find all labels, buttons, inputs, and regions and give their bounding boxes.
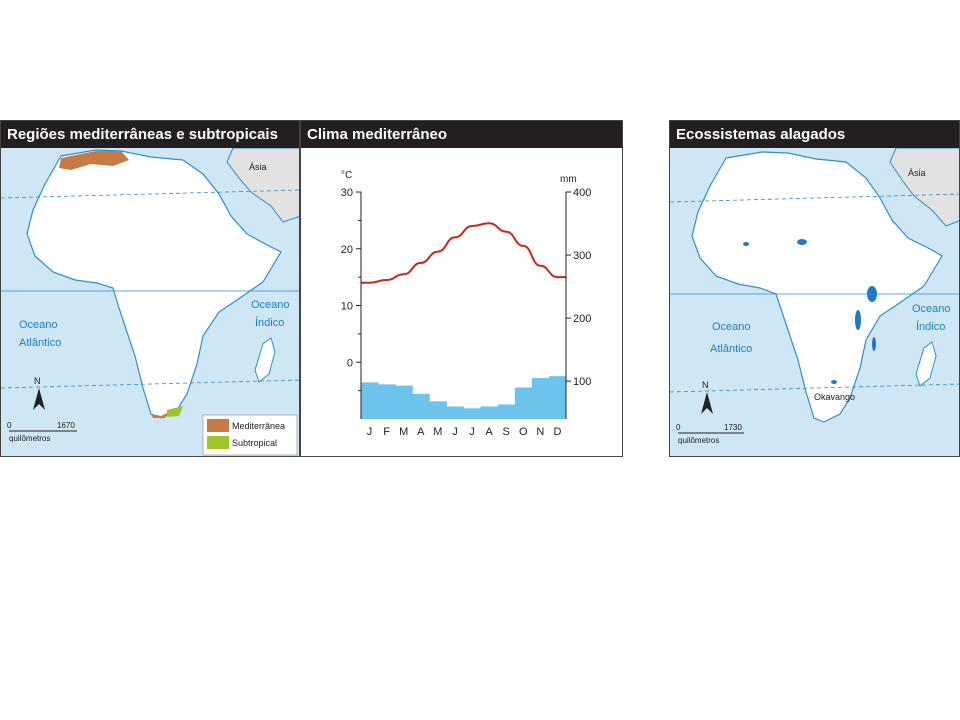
ocean-atlantico-label-line1: Oceano bbox=[712, 321, 751, 333]
month-label: S bbox=[503, 426, 510, 438]
precipitation-bar bbox=[548, 376, 567, 419]
right-axis-unit: mm bbox=[560, 174, 577, 185]
mediterranean-zone-north bbox=[59, 151, 129, 170]
wetland-niger-delta bbox=[743, 242, 749, 246]
tropic-of-cancer-line bbox=[1, 189, 299, 199]
precipitation-bar bbox=[446, 406, 464, 419]
precipitation-bar bbox=[514, 387, 533, 419]
month-label: J bbox=[367, 426, 373, 438]
panel-title: Clima mediterrâneo bbox=[301, 121, 622, 148]
month-label: A bbox=[485, 426, 493, 438]
okavango-label: Okavango bbox=[814, 392, 855, 402]
left-axis-tick-label: 30 bbox=[341, 187, 353, 199]
north-arrow-icon bbox=[33, 388, 45, 410]
month-label: M bbox=[433, 426, 442, 438]
precipitation-bar bbox=[429, 401, 447, 419]
month-label: O bbox=[519, 426, 528, 438]
left-axis-unit: °C bbox=[341, 170, 352, 181]
ocean-atlantico-label-line2: Atlântico bbox=[710, 343, 752, 355]
asia-label: Ásia bbox=[908, 168, 926, 178]
asia-label: Ásia bbox=[249, 162, 267, 172]
legend-label-mediterranea: Mediterrânea bbox=[232, 421, 285, 431]
month-label: A bbox=[417, 426, 425, 438]
precipitation-bar bbox=[361, 382, 379, 419]
legend-swatch-mediterranea bbox=[207, 419, 229, 432]
scale-max: 1670 bbox=[57, 421, 75, 430]
scale-unit: quilômetros bbox=[9, 434, 50, 443]
legend-swatch-subtropical bbox=[207, 436, 229, 449]
precipitation-bar bbox=[378, 384, 396, 419]
africa-landmass bbox=[691, 151, 943, 423]
left-axis-tick-label: 0 bbox=[347, 357, 353, 369]
right-axis-ticks: 100 200 300 400 bbox=[566, 187, 591, 388]
north-label: N bbox=[702, 380, 709, 390]
month-label: N bbox=[536, 426, 544, 438]
ocean-indico-label-line1: Oceano bbox=[251, 299, 290, 311]
ocean-atlantico-label-line1: Oceano bbox=[19, 319, 58, 331]
month-label: J bbox=[469, 426, 475, 438]
asia-landmass bbox=[889, 148, 959, 227]
ocean-indico-label-line2: Índico bbox=[255, 316, 284, 329]
wetland-lake-malawi bbox=[872, 337, 876, 351]
ocean-indico-label-line1: Oceano bbox=[912, 303, 951, 315]
ocean-indico-label-line2: Índico bbox=[916, 320, 945, 333]
north-arrow-icon bbox=[701, 392, 713, 414]
precipitation-bar bbox=[395, 385, 413, 419]
map-panel-wetlands: Ecossistemas alagados Ásia Oceano Índico… bbox=[669, 120, 960, 457]
chart-panel-climate: Clima mediterrâneo 0 10 20 30 100 200 300 400 … bbox=[300, 120, 623, 457]
wetland-lake-tanganyika bbox=[855, 310, 861, 330]
left-axis-tick-label: 20 bbox=[341, 244, 353, 256]
scale-zero: 0 bbox=[7, 421, 12, 430]
precipitation-bar bbox=[531, 378, 550, 419]
north-label: N bbox=[34, 376, 41, 386]
tropic-of-capricorn-line bbox=[1, 379, 299, 389]
map-panel-mediterranean: Regiões mediterrâneas e subtropicais Ási… bbox=[0, 120, 300, 457]
madagascar bbox=[254, 337, 276, 383]
precipitation-bar bbox=[497, 404, 516, 419]
scale-unit: quilômetros bbox=[678, 436, 719, 445]
scale-max: 1730 bbox=[724, 423, 742, 432]
map-wetlands: Ásia Oceano Índico Oceano Atlântico Okav… bbox=[670, 148, 959, 456]
scale-zero: 0 bbox=[676, 423, 681, 432]
precipitation-bar bbox=[480, 406, 499, 419]
left-axis-ticks: 0 10 20 30 bbox=[341, 187, 361, 392]
legend-label-subtropical: Subtropical bbox=[232, 438, 277, 448]
month-label: J bbox=[452, 426, 458, 438]
left-axis-tick-label: 10 bbox=[341, 301, 353, 313]
right-axis-tick-label: 200 bbox=[573, 313, 591, 325]
right-axis-tick-label: 400 bbox=[573, 187, 591, 199]
precipitation-bar bbox=[412, 393, 430, 419]
right-axis-tick-label: 100 bbox=[573, 376, 591, 388]
precipitation-bar bbox=[463, 408, 482, 419]
ocean-atlantico-label-line2: Atlântico bbox=[19, 337, 61, 349]
asia-landmass bbox=[226, 148, 299, 223]
month-label: M bbox=[399, 426, 408, 438]
subtropical-zone bbox=[167, 406, 183, 417]
panel-title: Regiões mediterrâneas e subtropicais bbox=[1, 121, 299, 148]
month-label: F bbox=[383, 426, 390, 438]
mediterranean-zone-south bbox=[151, 412, 169, 418]
wetland-lake-chad bbox=[797, 239, 807, 245]
month-label: D bbox=[553, 426, 561, 438]
right-axis-tick-label: 300 bbox=[573, 250, 591, 262]
panel-title: Ecossistemas alagados bbox=[670, 121, 959, 148]
map-mediterranean: Ásia Oceano Índico Oceano Atlântico N 0 … bbox=[1, 148, 299, 456]
africa-landmass bbox=[26, 149, 282, 419]
wetland-okavango-delta bbox=[831, 380, 837, 384]
temperature-line bbox=[361, 222, 566, 284]
precipitation-bars bbox=[361, 376, 567, 419]
madagascar bbox=[915, 341, 937, 387]
